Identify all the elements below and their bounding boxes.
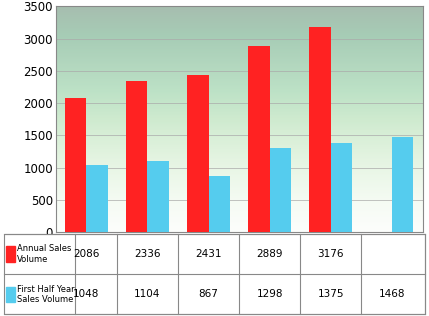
Bar: [331, 143, 352, 232]
Text: 1298: 1298: [257, 289, 283, 299]
Text: 1048: 1048: [73, 289, 100, 299]
Text: 867: 867: [199, 289, 218, 299]
Text: 2431: 2431: [195, 249, 222, 259]
Text: 2086: 2086: [73, 249, 100, 259]
Text: 1104: 1104: [134, 289, 160, 299]
Bar: [270, 149, 291, 232]
Bar: [309, 27, 331, 232]
Bar: [392, 137, 414, 232]
Text: 2889: 2889: [257, 249, 283, 259]
Bar: [248, 46, 270, 232]
Bar: [208, 176, 230, 232]
Bar: [65, 98, 86, 232]
Text: 1468: 1468: [379, 289, 405, 299]
Bar: [6, 287, 15, 302]
Bar: [148, 161, 169, 232]
Text: 3176: 3176: [317, 249, 344, 259]
Text: 2336: 2336: [134, 249, 161, 259]
Bar: [86, 165, 108, 232]
Bar: [6, 246, 15, 262]
Bar: [126, 82, 148, 232]
Text: First Half Year
Sales Volume: First Half Year Sales Volume: [17, 284, 74, 304]
FancyBboxPatch shape: [4, 234, 425, 314]
Text: Annual Sales
Volume: Annual Sales Volume: [17, 244, 71, 264]
Bar: [187, 75, 208, 232]
Text: 1375: 1375: [317, 289, 344, 299]
